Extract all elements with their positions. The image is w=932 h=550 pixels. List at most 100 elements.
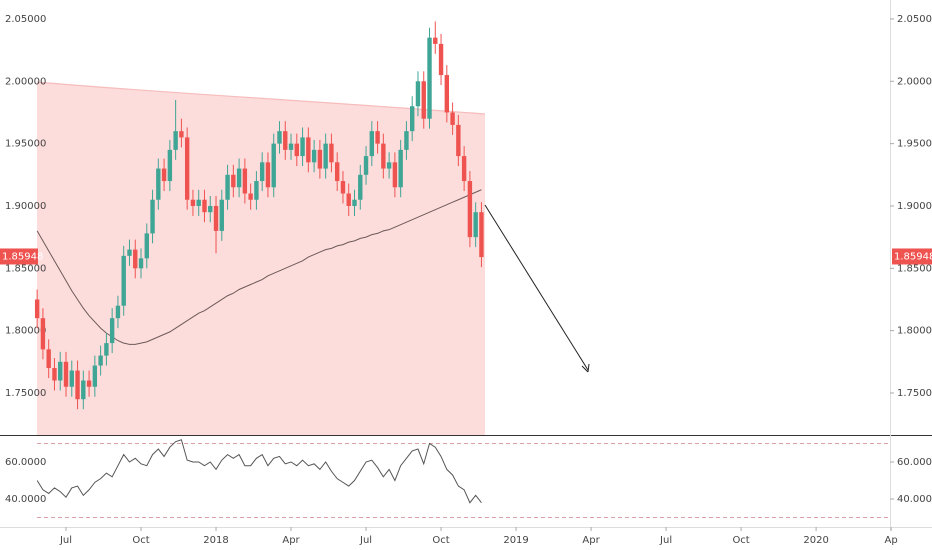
y-tick-label-left: 40.0000 bbox=[5, 494, 46, 505]
candle-body bbox=[254, 181, 259, 200]
x-tick-label: Apr bbox=[282, 535, 300, 546]
candle-body bbox=[386, 162, 392, 169]
candle-body bbox=[138, 258, 144, 269]
candle-body bbox=[473, 212, 478, 238]
y-tick-label-left: 1.75000 bbox=[5, 388, 46, 399]
y-tick-label: 40.0000 bbox=[897, 494, 932, 505]
candle-body bbox=[202, 199, 207, 213]
arrow-line bbox=[484, 204, 589, 371]
candle-body bbox=[127, 249, 132, 256]
candle-body bbox=[69, 370, 74, 387]
candle-body bbox=[352, 199, 357, 206]
candle-body bbox=[75, 370, 80, 400]
candle-body bbox=[81, 380, 86, 400]
candle-body bbox=[213, 205, 219, 231]
x-tick-label: Oct bbox=[732, 535, 749, 546]
x-tick-label: Oct bbox=[432, 535, 449, 546]
y-tick-label: 2.00000 bbox=[897, 76, 932, 87]
y-tick-label-left: 1.90000 bbox=[5, 201, 46, 212]
candle-body bbox=[363, 156, 369, 175]
candle-body bbox=[300, 137, 305, 157]
x-tick-label: Jul bbox=[59, 535, 72, 546]
x-tick-label: 2019 bbox=[503, 535, 528, 546]
candle-body bbox=[271, 143, 276, 188]
last-price-label-left: 1.85948 bbox=[2, 251, 43, 262]
candle-body bbox=[369, 131, 375, 157]
candle-body bbox=[421, 81, 426, 119]
channel-band bbox=[37, 82, 485, 435]
candle-body bbox=[410, 106, 415, 132]
candle-body bbox=[184, 137, 190, 200]
candle-body bbox=[196, 199, 201, 206]
x-tick-label: Jul bbox=[659, 535, 672, 546]
candle-body bbox=[306, 137, 311, 163]
candle-body bbox=[248, 193, 253, 200]
candle-body bbox=[98, 355, 103, 366]
y-tick-label: 1.90000 bbox=[897, 201, 932, 212]
candle-body bbox=[334, 162, 340, 182]
candle-body bbox=[150, 199, 155, 234]
x-tick-label: Oct bbox=[132, 535, 149, 546]
candle-body bbox=[329, 143, 334, 163]
candle-body bbox=[461, 156, 467, 182]
candle-body bbox=[242, 168, 248, 194]
candle-body bbox=[63, 361, 69, 387]
candle-body bbox=[323, 143, 328, 169]
y-tick-label-left: 1.95000 bbox=[5, 139, 46, 150]
x-tick-label: 2020 bbox=[803, 535, 828, 546]
candle-body bbox=[34, 299, 40, 319]
candle-body bbox=[109, 318, 115, 344]
candle-body bbox=[179, 131, 184, 138]
y-tick-label: 1.85000 bbox=[897, 263, 932, 274]
y-tick-label: 60.0000 bbox=[897, 457, 932, 468]
candle-body bbox=[225, 174, 230, 200]
candle-body bbox=[283, 131, 288, 150]
candle-body bbox=[115, 305, 121, 319]
candle-body bbox=[265, 162, 271, 188]
candle-body bbox=[433, 37, 438, 44]
candle-body bbox=[467, 181, 473, 238]
x-tick-label: Ap bbox=[885, 535, 898, 546]
candle-body bbox=[46, 349, 51, 369]
candle-body bbox=[358, 174, 363, 200]
last-price-label: 1.85948 bbox=[894, 251, 932, 262]
x-tick-label: 2018 bbox=[203, 535, 228, 546]
candle-body bbox=[404, 131, 409, 150]
candle-body bbox=[58, 361, 63, 381]
x-tick-label: Apr bbox=[582, 535, 600, 546]
candle-body bbox=[173, 131, 178, 150]
candle-body bbox=[133, 249, 138, 269]
candle-body bbox=[231, 174, 236, 188]
y-tick-label-left: 1.80000 bbox=[5, 326, 46, 337]
candle-body bbox=[167, 149, 173, 182]
candle-body bbox=[450, 112, 455, 125]
y-tick-label: 1.80000 bbox=[897, 326, 932, 337]
y-tick-label-left: 60.0000 bbox=[5, 457, 46, 468]
y-tick-label: 1.95000 bbox=[897, 139, 932, 150]
candle-body bbox=[398, 149, 403, 188]
candle-body bbox=[340, 181, 346, 194]
candle-body bbox=[144, 233, 149, 259]
candle-body bbox=[444, 75, 450, 113]
y-tick-label-left: 1.85000 bbox=[5, 263, 46, 274]
y-tick-label: 2.05000 bbox=[897, 14, 932, 25]
y-tick-label-left: 2.05000 bbox=[5, 14, 46, 25]
candle-body bbox=[236, 168, 242, 188]
candle-body bbox=[104, 343, 109, 356]
last-price-box bbox=[892, 248, 932, 265]
candle-body bbox=[86, 380, 92, 387]
candle-body bbox=[219, 199, 224, 231]
x-tick-label: Jul bbox=[359, 535, 372, 546]
candle-body bbox=[208, 205, 213, 213]
candle-body bbox=[427, 37, 432, 119]
candle-body bbox=[40, 318, 46, 350]
candle-body bbox=[415, 81, 421, 107]
candle-body bbox=[392, 162, 398, 188]
arrow-head bbox=[581, 363, 590, 373]
candle-body bbox=[456, 124, 461, 157]
candle-body bbox=[259, 162, 265, 182]
candle-body bbox=[161, 168, 167, 182]
candle-body bbox=[288, 143, 294, 150]
candle-body bbox=[381, 143, 386, 169]
candle-body bbox=[346, 193, 351, 206]
